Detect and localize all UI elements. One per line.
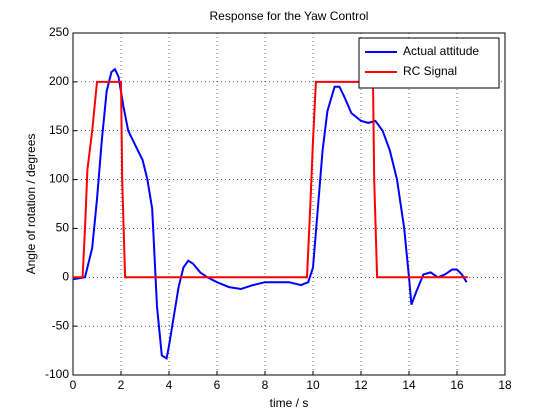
x-tick-label: 4 <box>166 378 173 392</box>
x-tick-label: 18 <box>498 378 512 392</box>
y-tick-label: 100 <box>49 172 69 186</box>
y-tick-label: 150 <box>49 123 69 137</box>
x-tick-label: 16 <box>450 378 464 392</box>
y-tick-label: 250 <box>49 25 69 39</box>
y-tick-label: 200 <box>49 74 69 88</box>
x-tick-label: 6 <box>214 378 221 392</box>
y-tick-label: -50 <box>52 318 70 332</box>
legend-label: RC Signal <box>403 64 457 78</box>
data-line <box>73 80 468 279</box>
x-tick-label: 10 <box>306 378 320 392</box>
chart-title: Response for the Yaw Control <box>210 9 369 23</box>
y-axis-label: Angle of rotation / degrees <box>24 134 38 275</box>
y-tick-label: 50 <box>56 221 70 235</box>
x-tick-label: 2 <box>118 378 125 392</box>
x-tick-label: 14 <box>402 378 416 392</box>
legend-label: Actual attitude <box>403 44 479 58</box>
plot-area <box>73 33 505 375</box>
y-tick-label: -100 <box>45 367 69 381</box>
legend-box <box>358 37 500 89</box>
x-tick-label: 8 <box>262 378 269 392</box>
data-line <box>72 67 468 361</box>
axes-box <box>72 32 506 376</box>
x-tick-label: 0 <box>70 378 77 392</box>
y-tick-label: 0 <box>62 269 69 283</box>
x-tick-label: 12 <box>354 378 368 392</box>
x-axis-label: time / s <box>270 396 309 410</box>
